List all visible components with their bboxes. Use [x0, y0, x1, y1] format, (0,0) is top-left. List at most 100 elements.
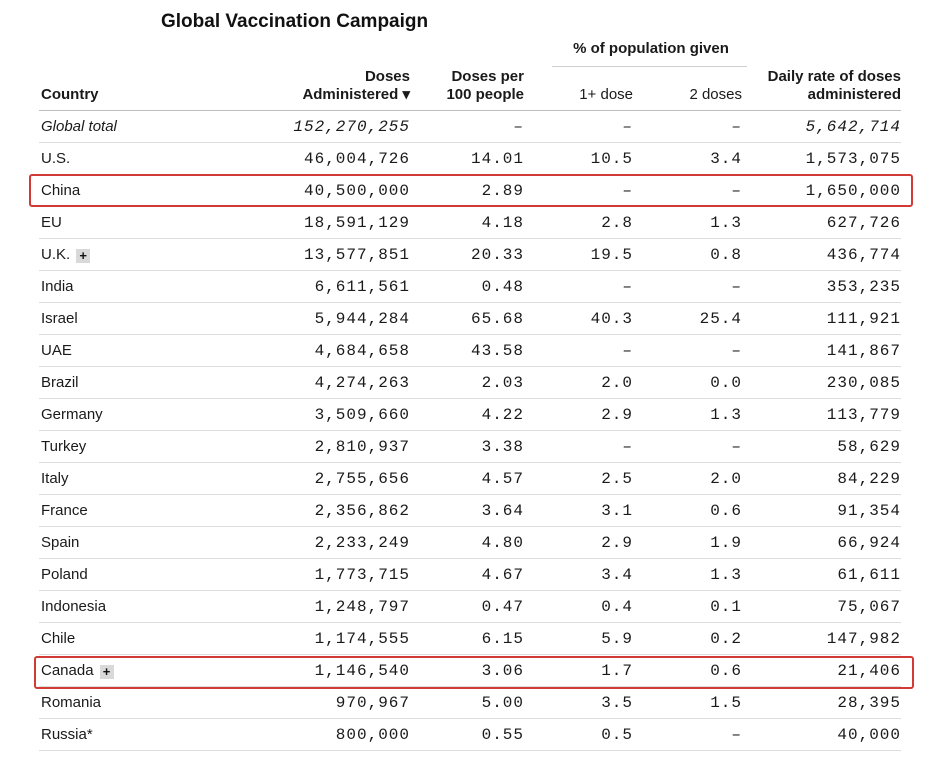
column-header-doses-administered[interactable]: Doses Administered ▾ [262, 68, 410, 104]
country-cell: EU [39, 206, 179, 239]
one-dose-cell: 3.1 [524, 494, 633, 527]
column-header-two-doses[interactable]: 2 doses [689, 86, 742, 103]
doses-per-100-cell: 0.48 [410, 270, 524, 303]
daily-rate-cell: 84,229 [742, 462, 901, 495]
group-header-rule [552, 66, 747, 67]
doses-per-100-cell: 4.57 [410, 462, 524, 495]
population-group-header: % of population given [573, 40, 729, 57]
doses-administered-cell: 970,967 [179, 686, 410, 719]
doses-per-100-cell: 4.67 [410, 558, 524, 591]
two-doses-cell: 2.0 [633, 462, 742, 495]
one-dose-cell: – [524, 430, 633, 463]
country-name: Brazil [41, 374, 79, 391]
table-title: Global Vaccination Campaign [161, 11, 429, 32]
country-name: Canada [41, 662, 94, 679]
doses-per-100-cell: 4.22 [410, 398, 524, 431]
doses-per-100-cell: 5.00 [410, 686, 524, 719]
country-name: U.S. [41, 150, 71, 167]
two-doses-cell: 1.3 [633, 206, 742, 239]
table-row: India 6,611,561 0.48– –353,235 [39, 270, 901, 303]
daily-rate-cell: 1,650,000 [742, 174, 901, 207]
daily-rate-cell: 353,235 [742, 270, 901, 303]
one-dose-cell: – [524, 270, 633, 303]
country-cell: Italy [39, 462, 179, 495]
one-dose-cell: 3.4 [524, 558, 633, 591]
two-doses-cell: 0.2 [633, 622, 742, 655]
country-cell: Chile [39, 622, 179, 655]
table-row: EU 18,591,129 4.18 2.8 1.3 627,726 [39, 206, 901, 239]
table-row: Israel 5,944,284 65.68 40.3 25.4 111,921 [39, 302, 901, 335]
one-dose-cell: 0.5 [524, 718, 633, 751]
one-dose-cell: – [524, 174, 633, 207]
two-doses-cell: 1.3 [633, 398, 742, 431]
daily-rate-cell: 141,867 [742, 334, 901, 367]
doses-administered-cell: 18,591,129 [179, 206, 410, 239]
doses-administered-cell: 6,611,561 [179, 270, 410, 303]
daily-rate-cell: 75,067 [742, 590, 901, 623]
country-cell: Canada + [39, 654, 179, 687]
country-name: EU [41, 214, 62, 231]
doses-per-100-cell: 3.38 [410, 430, 524, 463]
daily-rate-cell: 111,921 [742, 302, 901, 335]
column-header-one-dose[interactable]: 1+ dose [579, 86, 633, 103]
two-doses-cell: 0.1 [633, 590, 742, 623]
doses-per-100-cell: 0.55 [410, 718, 524, 751]
daily-rate-cell: 61,611 [742, 558, 901, 591]
plus-icon[interactable]: + [99, 665, 114, 679]
doses-administered-cell: 46,004,726 [179, 142, 410, 175]
country-name: Romania [41, 694, 102, 711]
doses-administered-cell: 2,810,937 [179, 430, 410, 463]
header-rule [39, 110, 901, 111]
doses-administered-cell: 4,684,658 [179, 334, 410, 367]
country-cell: Poland [39, 558, 179, 591]
doses-per-100-cell: 20.33 [410, 238, 524, 271]
table-row: China 40,500,000 2.89– –1,650,000 [39, 174, 901, 207]
daily-rate-cell: 58,629 [742, 430, 901, 463]
country-cell: U.K. + [39, 238, 179, 271]
column-header-doses-per-100[interactable]: Doses per 100 people [420, 68, 524, 104]
column-header-daily-rate[interactable]: Daily rate of doses administered [744, 68, 901, 104]
highlight-box-canada [34, 656, 914, 689]
doses-administered-cell: 1,146,540 [179, 654, 410, 687]
two-doses-cell: 0.6 [633, 654, 742, 687]
table-row: UAE 4,684,658 43.58– –141,867 [39, 334, 901, 367]
country-name: U.K. [41, 246, 71, 263]
highlight-box-china [29, 174, 913, 207]
doses-administered-cell: 2,233,249 [179, 526, 410, 559]
daily-rate-cell: 91,354 [742, 494, 901, 527]
table-row: Romania 970,967 5.00 3.5 1.5 28,395 [39, 686, 901, 719]
plus-icon[interactable]: + [76, 249, 91, 263]
country-cell: Romania [39, 686, 179, 719]
table-row: Global total 152,270,255– – –5,642,714 [39, 111, 901, 143]
country-name: Russia* [41, 726, 93, 743]
daily-rate-cell: 147,982 [742, 622, 901, 655]
table-row: Brazil 4,274,263 2.03 2.0 0.0 230,085 [39, 366, 901, 399]
table-row: Spain 2,233,249 4.80 2.9 1.9 66,924 [39, 526, 901, 559]
doses-per-100-cell: 2.03 [410, 366, 524, 399]
one-dose-cell: 2.9 [524, 526, 633, 559]
one-dose-cell: 5.9 [524, 622, 633, 655]
doses-per-100-cell: 2.89 [410, 174, 524, 207]
daily-rate-cell: 5,642,714 [742, 111, 901, 143]
doses-administered-cell: 1,174,555 [179, 622, 410, 655]
two-doses-cell: 1.9 [633, 526, 742, 559]
doses-per-100-cell: 3.06 [410, 654, 524, 687]
per100-header-line1: Doses per [451, 68, 524, 85]
doses-administered-cell: 800,000 [179, 718, 410, 751]
country-cell: India [39, 270, 179, 303]
country-cell: UAE [39, 334, 179, 367]
two-doses-cell: 1.5 [633, 686, 742, 719]
doses-per-100-cell: 0.47 [410, 590, 524, 623]
one-dose-cell: 1.7 [524, 654, 633, 687]
country-name: Israel [41, 310, 78, 327]
table-row: Indonesia 1,248,797 0.47 0.4 0.1 75,067 [39, 590, 901, 623]
doses-administered-cell: 3,509,660 [179, 398, 410, 431]
table-row: Italy 2,755,656 4.57 2.5 2.0 84,229 [39, 462, 901, 495]
doses-per-100-cell: 4.80 [410, 526, 524, 559]
daily-rate-cell: 627,726 [742, 206, 901, 239]
daily-header-line1: Daily rate of doses [767, 68, 901, 85]
two-doses-cell: 1.3 [633, 558, 742, 591]
one-dose-cell: 0.4 [524, 590, 633, 623]
column-header-country[interactable]: Country [41, 86, 99, 103]
one-dose-cell: 2.0 [524, 366, 633, 399]
